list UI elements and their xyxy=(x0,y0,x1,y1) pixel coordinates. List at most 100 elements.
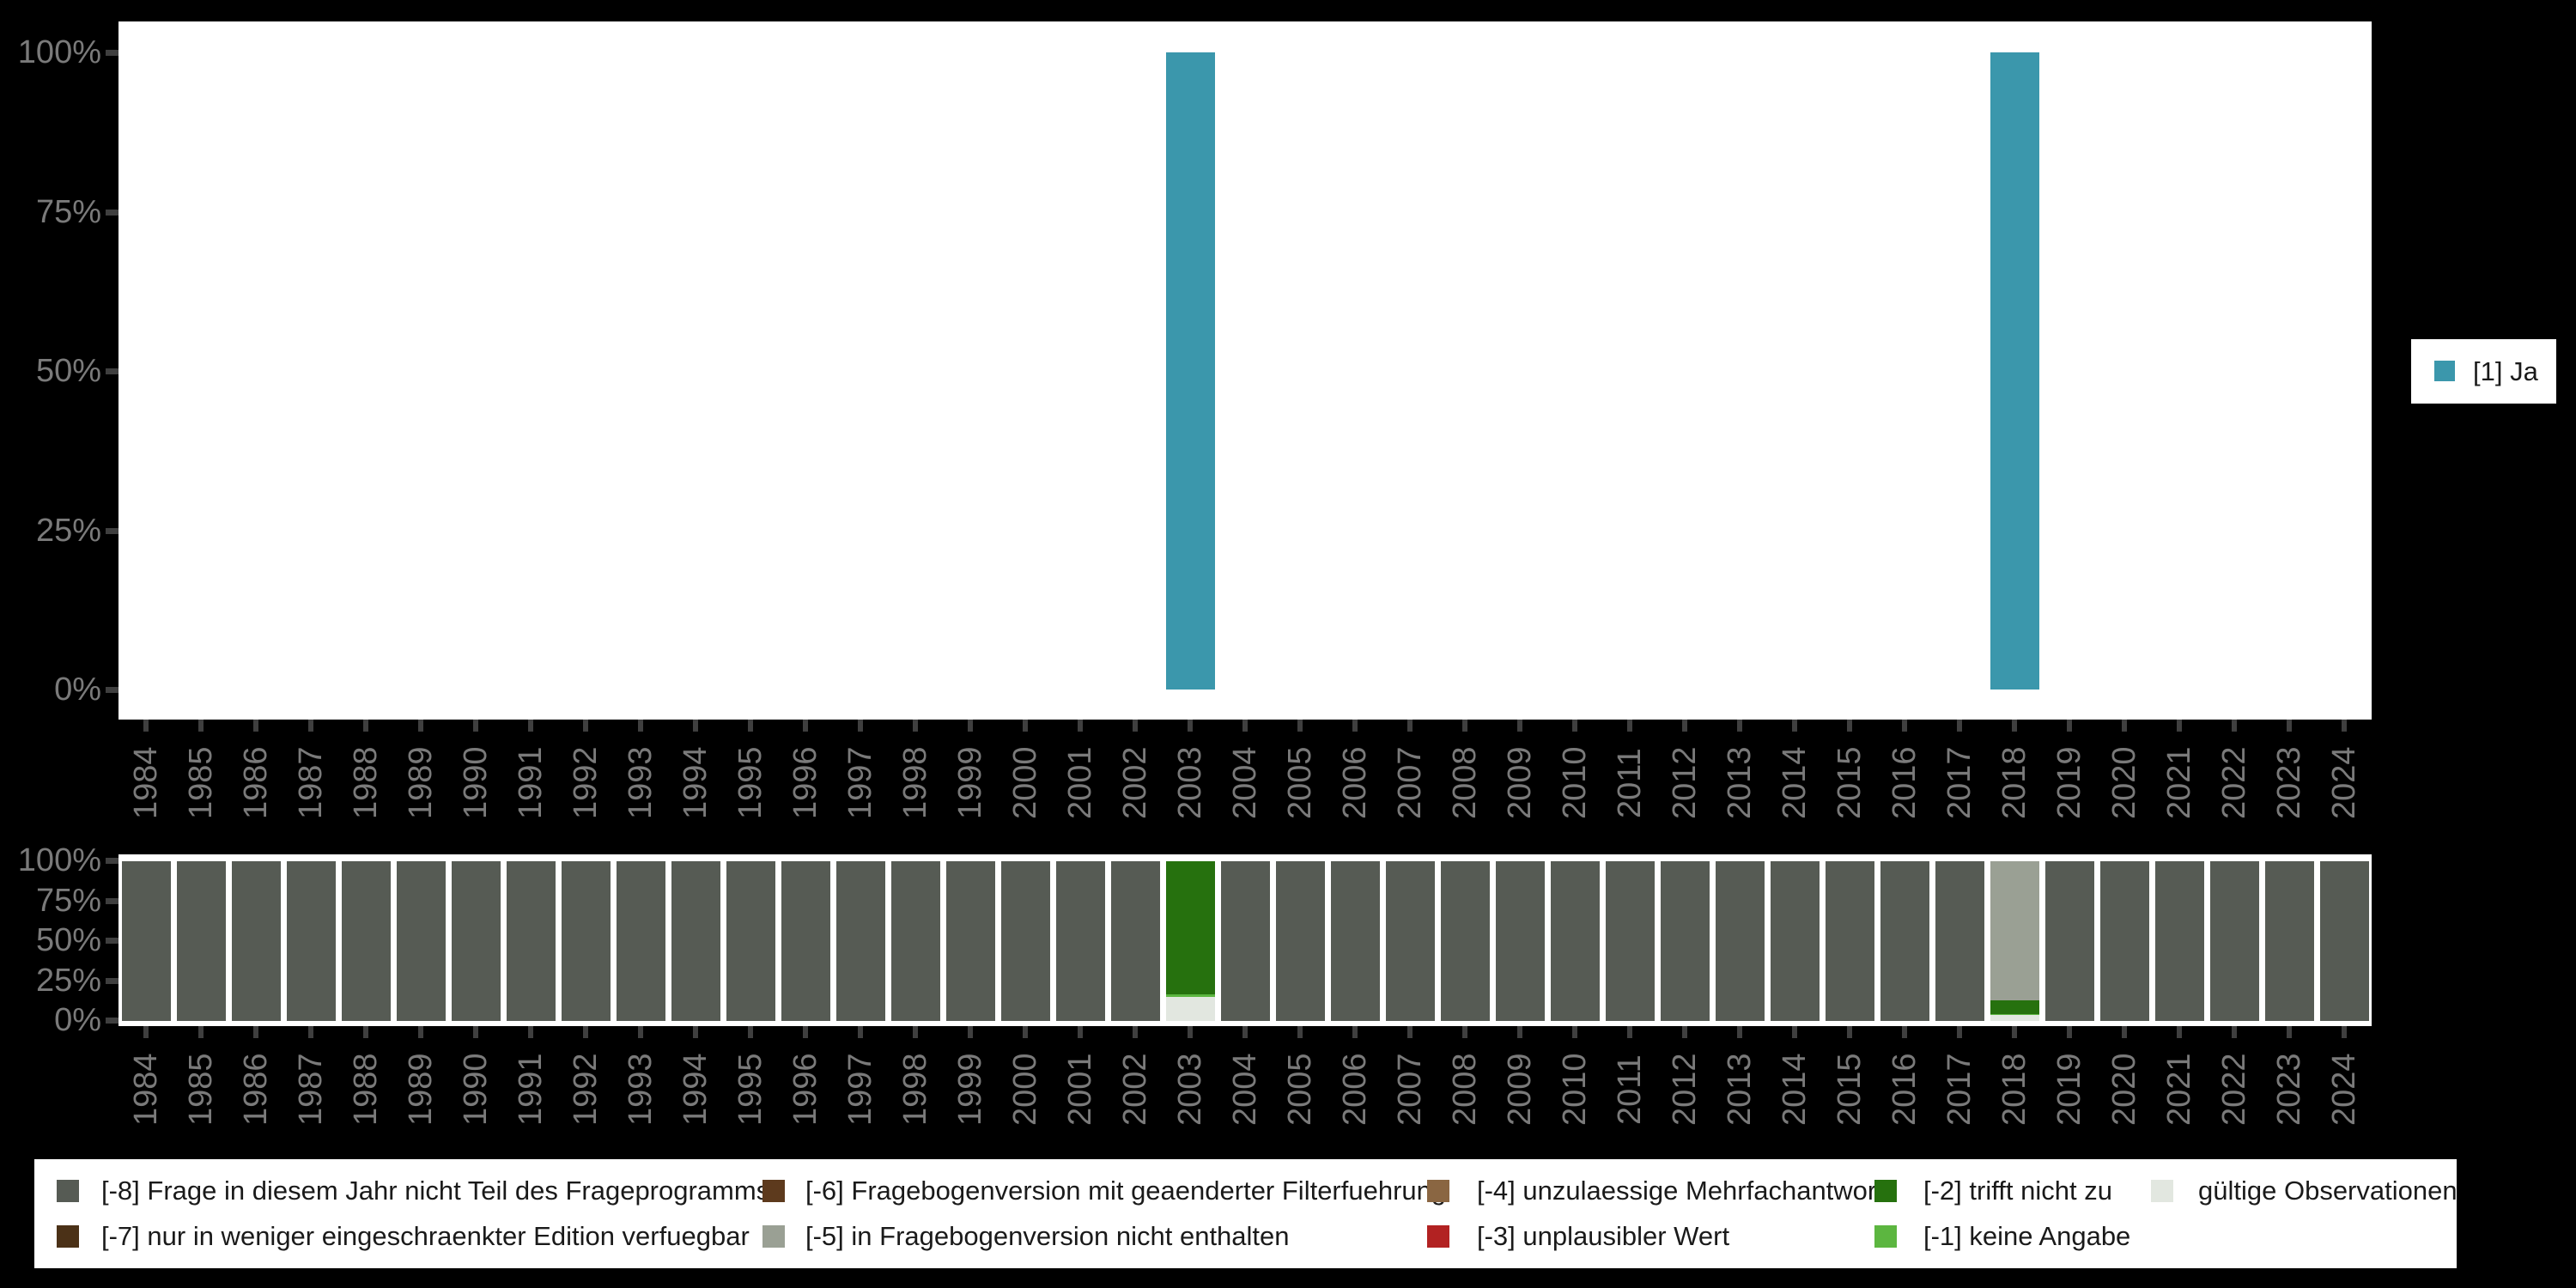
bottom-chart-y-tick-label: 50% xyxy=(35,922,101,958)
bar-segment--2 xyxy=(1990,999,2039,1014)
bar-codes-1990[interactable] xyxy=(451,861,501,1021)
top-chart-x-tick-mark xyxy=(858,720,863,732)
bar-codes-2007[interactable] xyxy=(1385,861,1435,1021)
bar-segment--8 xyxy=(1220,861,1270,1021)
top-chart-x-tick-label: 1987 xyxy=(293,746,329,820)
bar-codes-1996[interactable] xyxy=(781,861,830,1021)
bottom-chart-x-tick-mark xyxy=(858,1026,863,1038)
bar-segment--2 xyxy=(1165,861,1215,994)
top-chart-y-tick-mark xyxy=(106,527,118,534)
bottom-chart-x-tick-mark xyxy=(2122,1026,2127,1038)
top-chart-x-tick-label: 1994 xyxy=(677,746,714,820)
bar-codes-1995[interactable] xyxy=(726,861,775,1021)
bar-segment--8 xyxy=(2209,861,2259,1021)
bar-codes-2001[interactable] xyxy=(1055,861,1105,1021)
legend-swatch--7 xyxy=(57,1225,79,1248)
bar-codes-2017[interactable] xyxy=(1935,861,1984,1021)
top-chart-x-tick-mark xyxy=(913,720,918,732)
bottom-chart-x-tick-mark xyxy=(1297,1026,1303,1038)
bar-ja-2018[interactable] xyxy=(1990,52,2039,690)
bar-codes-1985[interactable] xyxy=(176,861,226,1021)
bottom-chart-x-tick-mark xyxy=(198,1026,204,1038)
top-chart-x-tick-label: 1986 xyxy=(238,746,274,820)
legend-label--6: [-6] Fragebogenversion mit geaenderter F… xyxy=(805,1176,1447,1206)
bar-codes-1989[interactable] xyxy=(396,861,446,1021)
bottom-chart-x-tick-mark xyxy=(1627,1026,1632,1038)
bar-segment--8 xyxy=(671,861,720,1021)
bottom-chart-x-tick-label: 1987 xyxy=(293,1053,329,1127)
bar-codes-2006[interactable] xyxy=(1330,861,1380,1021)
legend-label--2: [-2] trifft nicht zu xyxy=(1923,1176,2112,1206)
top-chart-x-tick-label: 2012 xyxy=(1667,746,1703,820)
bar-segment--8 xyxy=(176,861,226,1021)
bottom-chart-y-tick-mark xyxy=(106,1018,118,1024)
legend-swatch--1 xyxy=(1874,1225,1897,1248)
bottom-chart-x-tick-mark xyxy=(1957,1026,1962,1038)
bar-codes-2003[interactable] xyxy=(1165,861,1215,1021)
bar-codes-2023[interactable] xyxy=(2264,861,2314,1021)
bar-codes-1997[interactable] xyxy=(835,861,885,1021)
top-chart-x-tick-mark xyxy=(473,720,478,732)
top-chart-x-tick-mark xyxy=(968,720,973,732)
bar-segment--8 xyxy=(1935,861,1984,1021)
bar-codes-1994[interactable] xyxy=(671,861,720,1021)
top-chart-x-tick-mark xyxy=(418,720,423,732)
bottom-chart-y-tick-label: 0% xyxy=(54,1002,101,1038)
bar-codes-2008[interactable] xyxy=(1440,861,1490,1021)
top-chart-x-tick-mark xyxy=(2012,720,2017,732)
legend-label--8: [-8] Frage in diesem Jahr nicht Teil des… xyxy=(101,1176,770,1206)
top-chart-x-tick-label: 2017 xyxy=(1941,746,1978,820)
bar-codes-2024[interactable] xyxy=(2319,861,2369,1021)
bottom-chart-x-tick-label: 1986 xyxy=(238,1053,274,1127)
bar-codes-2000[interactable] xyxy=(1000,861,1050,1021)
bottom-chart-y-tick-label: 100% xyxy=(17,842,101,878)
bar-codes-1988[interactable] xyxy=(341,861,391,1021)
bar-codes-1984[interactable] xyxy=(121,861,171,1021)
bar-codes-2013[interactable] xyxy=(1715,861,1765,1021)
legend-label--3: [-3] unplausibler Wert xyxy=(1477,1221,1730,1251)
bar-codes-2019[interactable] xyxy=(2044,861,2094,1021)
bar-codes-1998[interactable] xyxy=(890,861,940,1021)
bottom-chart-x-tick-label: 1996 xyxy=(787,1053,823,1127)
bar-codes-1991[interactable] xyxy=(506,861,556,1021)
bar-codes-2012[interactable] xyxy=(1660,861,1710,1021)
bar-segment--8 xyxy=(1770,861,1820,1021)
bar-ja-2003[interactable] xyxy=(1165,52,1215,690)
bar-codes-2022[interactable] xyxy=(2209,861,2259,1021)
bar-codes-2015[interactable] xyxy=(1825,861,1874,1021)
bottom-chart-x-tick-mark xyxy=(2287,1026,2292,1038)
top-chart-x-tick-label: 2016 xyxy=(1886,746,1923,820)
bar-codes-1993[interactable] xyxy=(616,861,665,1021)
bar-codes-1999[interactable] xyxy=(945,861,995,1021)
bar-codes-1986[interactable] xyxy=(231,861,281,1021)
bottom-chart-x-tick-label: 2018 xyxy=(1996,1053,2032,1127)
bar-codes-1987[interactable] xyxy=(286,861,336,1021)
bar-codes-2014[interactable] xyxy=(1770,861,1820,1021)
bar-codes-1992[interactable] xyxy=(561,861,611,1021)
bar-codes-2011[interactable] xyxy=(1605,861,1655,1021)
bar-codes-2010[interactable] xyxy=(1550,861,1600,1021)
top-chart-x-tick-label: 2014 xyxy=(1777,746,1813,820)
top-chart-y-tick-mark xyxy=(106,209,118,216)
top-chart-x-tick-mark xyxy=(1517,720,1522,732)
top-chart-x-tick-label: 1995 xyxy=(732,746,769,820)
bar-codes-2005[interactable] xyxy=(1275,861,1325,1021)
legend-top: [1] Ja xyxy=(2411,339,2556,404)
top-chart-x-tick-mark xyxy=(1682,720,1687,732)
bar-codes-2009[interactable] xyxy=(1495,861,1545,1021)
bottom-chart-x-tick-mark xyxy=(528,1026,533,1038)
bar-segment--8 xyxy=(1385,861,1435,1021)
bar-codes-2002[interactable] xyxy=(1110,861,1160,1021)
bar-segment--8 xyxy=(231,861,281,1021)
bar-codes-2018[interactable] xyxy=(1990,861,2039,1021)
bar-codes-2021[interactable] xyxy=(2154,861,2204,1021)
top-chart-x-tick-label: 1984 xyxy=(128,746,164,820)
bar-codes-2004[interactable] xyxy=(1220,861,1270,1021)
bar-codes-2016[interactable] xyxy=(1880,861,1929,1021)
bar-codes-2020[interactable] xyxy=(2099,861,2149,1021)
top-chart-x-tick-label: 2004 xyxy=(1227,746,1263,820)
top-chart-x-tick-mark xyxy=(2177,720,2182,732)
bottom-chart-x-tick-mark xyxy=(1792,1026,1797,1038)
bottom-chart-x-tick-mark xyxy=(143,1026,149,1038)
top-chart-x-tick-mark xyxy=(1297,720,1303,732)
